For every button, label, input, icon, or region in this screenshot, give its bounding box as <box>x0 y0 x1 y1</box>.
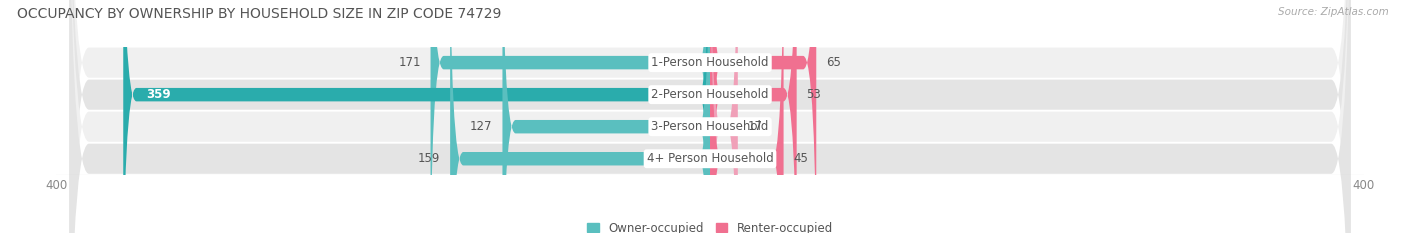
Legend: Owner-occupied, Renter-occupied: Owner-occupied, Renter-occupied <box>582 217 838 233</box>
Text: 17: 17 <box>748 120 762 133</box>
FancyBboxPatch shape <box>710 0 738 233</box>
Text: 45: 45 <box>793 152 808 165</box>
Text: 53: 53 <box>807 88 821 101</box>
FancyBboxPatch shape <box>502 0 710 233</box>
Text: 2-Person Household: 2-Person Household <box>651 88 769 101</box>
FancyBboxPatch shape <box>69 0 1351 233</box>
Text: 4+ Person Household: 4+ Person Household <box>647 152 773 165</box>
Text: 1-Person Household: 1-Person Household <box>651 56 769 69</box>
FancyBboxPatch shape <box>124 0 710 233</box>
FancyBboxPatch shape <box>69 0 1351 233</box>
FancyBboxPatch shape <box>710 0 797 233</box>
Text: 65: 65 <box>827 56 841 69</box>
FancyBboxPatch shape <box>710 0 783 233</box>
Text: 359: 359 <box>146 88 170 101</box>
FancyBboxPatch shape <box>69 0 1351 233</box>
FancyBboxPatch shape <box>430 0 710 233</box>
FancyBboxPatch shape <box>69 0 1351 233</box>
FancyBboxPatch shape <box>710 0 817 233</box>
Text: 3-Person Household: 3-Person Household <box>651 120 769 133</box>
Text: 171: 171 <box>398 56 420 69</box>
FancyBboxPatch shape <box>450 0 710 233</box>
Text: OCCUPANCY BY OWNERSHIP BY HOUSEHOLD SIZE IN ZIP CODE 74729: OCCUPANCY BY OWNERSHIP BY HOUSEHOLD SIZE… <box>17 7 502 21</box>
Text: Source: ZipAtlas.com: Source: ZipAtlas.com <box>1278 7 1389 17</box>
Text: 159: 159 <box>418 152 440 165</box>
Text: 127: 127 <box>470 120 492 133</box>
